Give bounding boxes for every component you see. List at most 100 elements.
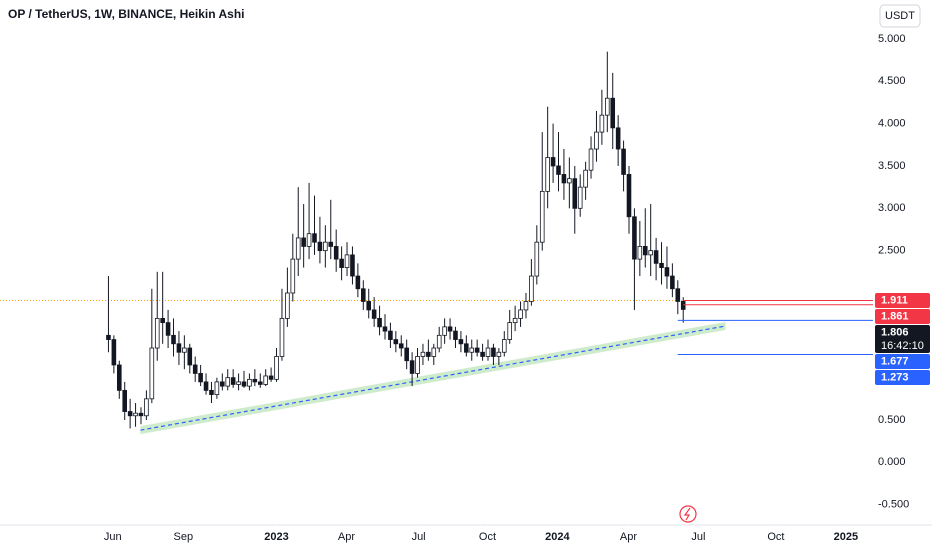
price-label: 1.806 <box>881 326 909 338</box>
candle-body <box>225 377 231 387</box>
candle-body <box>659 262 664 268</box>
candle-body <box>344 254 350 268</box>
candle-body <box>610 97 616 129</box>
candle-body <box>323 241 328 252</box>
countdown-icon[interactable] <box>679 505 697 523</box>
candle-body <box>393 339 399 345</box>
candle-body <box>301 237 306 247</box>
candle-body <box>171 334 176 345</box>
candle-body <box>605 97 610 116</box>
candle-body <box>637 246 643 260</box>
candle-body <box>187 347 193 366</box>
candle-body <box>317 241 323 252</box>
currency-button[interactable] <box>879 4 921 28</box>
candle-body <box>398 343 404 349</box>
candle-body <box>220 381 225 387</box>
price-label: 1.677 <box>881 355 909 367</box>
x-tick-label: Oct <box>479 531 496 543</box>
currency-label[interactable]: USDT <box>885 10 915 22</box>
candle-body <box>257 381 263 385</box>
x-tick-label: 2025 <box>834 531 858 543</box>
candle-body <box>263 375 268 385</box>
candle-body <box>529 275 534 302</box>
y-tick-label: 0.500 <box>878 414 906 426</box>
candle-body <box>144 398 149 417</box>
candle-body <box>154 317 160 349</box>
candle-body <box>182 347 187 353</box>
y-tick-label: 3.000 <box>878 202 906 214</box>
x-tick-label: Sep <box>173 531 193 543</box>
candle-body <box>577 186 583 209</box>
candle-body <box>615 127 621 150</box>
x-tick-label: Jun <box>104 531 122 543</box>
candle-body <box>382 326 388 332</box>
candle-body <box>241 381 247 387</box>
candle-body <box>333 246 339 260</box>
candle-body <box>491 347 496 357</box>
candle-body <box>594 131 599 150</box>
candle-body <box>550 157 556 167</box>
candle-body <box>518 309 523 319</box>
countdown: 16:42:10 <box>881 340 924 352</box>
candle-body <box>133 412 138 417</box>
candle-body <box>642 246 648 256</box>
candle-body <box>404 347 409 362</box>
candle-body <box>138 412 144 417</box>
candle-body <box>279 317 285 357</box>
candle-body <box>572 178 578 209</box>
candle-body <box>474 347 480 353</box>
candle-body <box>512 317 518 324</box>
candle-body <box>409 360 415 374</box>
candle-body <box>588 148 594 171</box>
candle-body <box>371 309 377 319</box>
x-tick-label: Jul <box>412 531 426 543</box>
x-tick-label: 2024 <box>545 531 570 543</box>
price-label-bg <box>875 309 930 325</box>
candle-body <box>176 343 182 353</box>
candle-body <box>328 241 334 247</box>
candle-body <box>290 258 296 294</box>
x-tick-label: Apr <box>620 531 637 543</box>
candle-body <box>485 347 491 357</box>
candle-body <box>501 339 507 353</box>
candle-body <box>236 381 241 385</box>
price-label-bg <box>875 293 930 309</box>
candle-body <box>648 250 653 256</box>
candle-body <box>339 258 344 268</box>
x-tick-label: Oct <box>767 531 784 543</box>
candle-body <box>214 381 220 395</box>
candle-body <box>621 148 626 175</box>
candle-body <box>312 233 317 243</box>
candle-body <box>561 174 567 184</box>
candle-body <box>209 389 214 395</box>
price-label: 1.273 <box>881 371 909 383</box>
x-tick-label: Apr <box>338 531 355 543</box>
x-tick-label: Jul <box>691 531 705 543</box>
candle-body <box>165 322 171 336</box>
price-label-bg <box>875 370 930 386</box>
candle-body <box>545 157 550 192</box>
candle-body <box>203 381 209 391</box>
candle-body <box>285 292 290 319</box>
candle-body <box>670 275 675 290</box>
candle-body <box>464 343 469 353</box>
candle-body <box>160 317 165 324</box>
candle-body <box>675 288 681 302</box>
candle-body <box>198 373 203 383</box>
candle-body <box>632 216 637 260</box>
candle-body <box>496 351 502 357</box>
candle-body <box>523 301 529 311</box>
y-tick-label: 4.500 <box>878 75 906 87</box>
y-tick-label: 4.000 <box>878 118 906 130</box>
candle-body <box>426 351 431 357</box>
candle-body <box>122 389 128 412</box>
candle-body <box>599 114 605 133</box>
candle-body <box>355 275 361 290</box>
candle-body <box>295 237 301 260</box>
price-label: 1.861 <box>881 310 909 322</box>
price-label-bg <box>875 354 930 370</box>
candle-body <box>664 267 670 277</box>
candle-body <box>431 347 437 357</box>
